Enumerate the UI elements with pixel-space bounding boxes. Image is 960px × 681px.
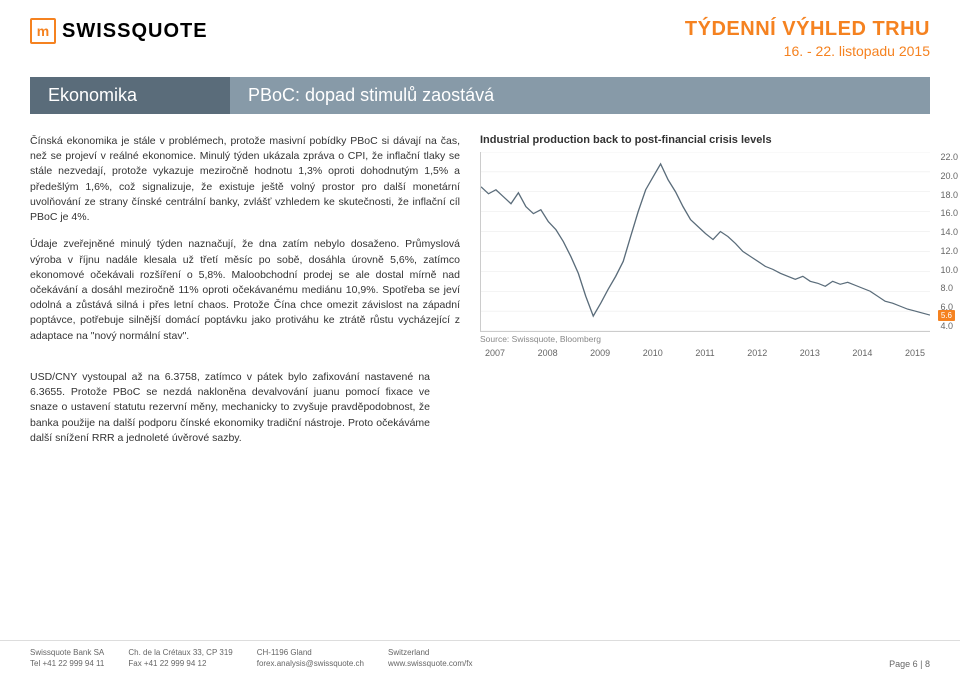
chart-title: Industrial production back to post-finan…: [480, 134, 930, 146]
brand-logo: m SWISSQUOTE: [30, 18, 208, 44]
section-category: Ekonomika: [30, 77, 230, 114]
footer-tel: Tel +41 22 999 94 11: [30, 658, 104, 669]
footer-info: Swissquote Bank SA Tel +41 22 999 94 11 …: [30, 641, 472, 669]
footer-country: Switzerland: [388, 647, 472, 658]
page-number: Page 6 | 8: [889, 659, 930, 669]
body-paragraph-1: Čínská ekonomika je stále v problémech, …: [30, 134, 460, 225]
footer-email: forex.analysis@swissquote.ch: [257, 658, 364, 669]
line-chart: 22.020.018.016.014.012.010.08.06.04.0 5.…: [480, 152, 930, 332]
section-headline: PBoC: dopad stimulů zaostává: [230, 77, 930, 114]
body-paragraph-3: USD/CNY vystoupal až na 6.3758, zatímco …: [30, 370, 430, 446]
body-paragraph-2: Údaje zveřejněné minulý týden naznačují,…: [30, 237, 460, 344]
logo-text: SWISSQUOTE: [62, 20, 208, 43]
footer-web: www.swissquote.com/fx: [388, 658, 472, 669]
footer-city: CH-1196 Gland: [257, 647, 364, 658]
chart-endpoint-badge: 5.6: [938, 310, 955, 321]
footer-address: Ch. de la Crétaux 33, CP 319: [128, 647, 232, 658]
chart-source: Source: Swissquote, Bloomberg: [480, 334, 930, 344]
logo-icon: m: [30, 18, 56, 44]
report-date: 16. - 22. listopadu 2015: [685, 43, 930, 59]
chart-svg: [481, 152, 930, 331]
chart-x-axis: 200720082009201020112012201320142015: [480, 348, 930, 358]
footer-fax: Fax +41 22 999 94 12: [128, 658, 232, 669]
chart-y-axis: 22.020.018.016.014.012.010.08.06.04.0: [940, 152, 958, 331]
footer-company: Swissquote Bank SA: [30, 647, 104, 658]
report-title: TÝDENNÍ VÝHLED TRHU: [685, 18, 930, 41]
